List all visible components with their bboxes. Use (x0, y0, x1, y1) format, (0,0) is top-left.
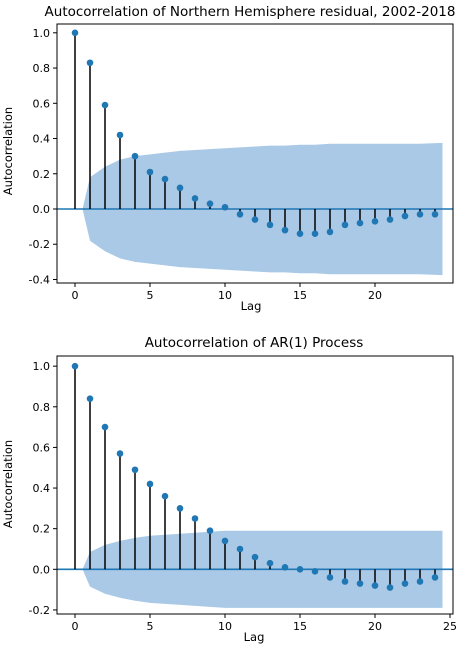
stem-marker (236, 545, 244, 553)
stem-marker (161, 175, 169, 183)
stem-marker (386, 584, 394, 591)
stem-marker (146, 480, 154, 488)
y-tick-label: 0.4 (33, 133, 51, 146)
stem-marker (146, 168, 154, 176)
stem-marker (386, 216, 394, 223)
chart-title: Autocorrelation of Northern Hemisphere r… (45, 4, 456, 20)
axis-layer: -0.4 -0.2 0.0 0.2 0.4 0.6 0.8 1.0 0 5 10 15 20 (29, 23, 454, 302)
y-tick-label: 0.4 (33, 482, 51, 495)
stem-marker (416, 578, 424, 585)
stem-marker (101, 101, 109, 109)
x-tick-label: 10 (218, 289, 232, 302)
stem-marker (206, 527, 214, 535)
stem-marker (101, 423, 109, 431)
y-tick-label: 0.0 (33, 563, 51, 576)
stem-marker (221, 537, 229, 545)
stem-layer (71, 29, 439, 237)
plot-frame (56, 23, 454, 284)
stem-marker (131, 466, 139, 474)
x-tick-label: 0 (72, 289, 79, 302)
y-tick-label: 0.2 (33, 523, 51, 536)
stem-marker (86, 59, 94, 67)
stem-marker (266, 559, 274, 567)
chart-ar1-acf: Autocorrelation of AR(1) Process Autocor… (1, 335, 457, 644)
x-tick-label: 5 (147, 620, 154, 633)
y-tick-label: 0.2 (33, 168, 51, 181)
stem-marker (401, 580, 409, 587)
chart-title: Autocorrelation of AR(1) Process (145, 335, 364, 351)
y-axis-label: Autocorrelation (1, 440, 15, 528)
y-axis-label: Autocorrelation (1, 107, 15, 195)
stem-marker (431, 210, 439, 218)
stem-marker (341, 578, 349, 585)
stem-marker (131, 152, 139, 160)
stem-marker (326, 228, 334, 236)
stem-marker (371, 582, 379, 589)
x-tick-label: 15 (293, 620, 307, 633)
x-tick-label: 0 (72, 620, 79, 633)
stem-marker (206, 200, 214, 208)
chart-northern-hemisphere-acf: Autocorrelation of Northern Hemisphere r… (1, 4, 455, 313)
y-tick-label: 1.0 (33, 27, 51, 40)
y-tick-label: 0.8 (33, 62, 51, 75)
stem-layer (71, 362, 439, 591)
stem-marker (296, 566, 304, 573)
y-tick-label: 0.6 (33, 97, 51, 110)
axis-layer: -0.2 0.0 0.2 0.4 0.6 0.8 1.0 0 5 10 15 20 25 (29, 355, 457, 633)
stem-marker (176, 505, 184, 512)
y-tick-label: -0.4 (29, 273, 50, 286)
x-axis-label: Lag (244, 630, 265, 644)
y-tick-label: 0.8 (33, 401, 51, 414)
stem-marker (401, 212, 409, 220)
x-tick-label: 15 (293, 289, 307, 302)
stem-marker (176, 184, 184, 192)
stem-marker (326, 574, 334, 581)
y-tick-label: -0.2 (29, 604, 50, 617)
stem-marker (221, 203, 229, 211)
stem-marker (266, 221, 274, 229)
stem-marker (296, 230, 304, 237)
y-tick-label: 1.0 (33, 360, 51, 373)
y-tick-label: -0.2 (29, 238, 50, 251)
stem-marker (116, 450, 124, 457)
stem-marker (431, 574, 439, 581)
stem-marker (281, 563, 289, 571)
plot-frame (56, 355, 454, 615)
stem-marker (86, 395, 94, 402)
stem-marker (191, 195, 199, 202)
y-tick-label: 0.0 (33, 203, 51, 216)
x-tick-label: 20 (368, 289, 382, 302)
stem-marker (71, 29, 79, 37)
stem-marker (161, 492, 169, 500)
stem-marker (281, 226, 289, 234)
stem-marker (371, 218, 379, 225)
stem-marker (116, 131, 124, 139)
stem-marker (251, 553, 259, 561)
stem-marker (356, 219, 364, 227)
y-tick-label: 0.6 (33, 441, 51, 454)
stem-marker (251, 216, 259, 223)
x-axis-label: Lag (241, 299, 262, 313)
stem-marker (311, 568, 319, 575)
stem-marker (341, 221, 349, 229)
stem-marker (236, 210, 244, 218)
stem-marker (191, 515, 199, 522)
x-tick-label: 10 (218, 620, 232, 633)
stem-marker (356, 580, 364, 587)
stem-marker (71, 362, 79, 370)
stem-marker (311, 230, 319, 237)
x-tick-label: 25 (443, 620, 457, 633)
stem-marker (416, 210, 424, 218)
x-tick-label: 20 (368, 620, 382, 633)
x-tick-label: 5 (147, 289, 154, 302)
